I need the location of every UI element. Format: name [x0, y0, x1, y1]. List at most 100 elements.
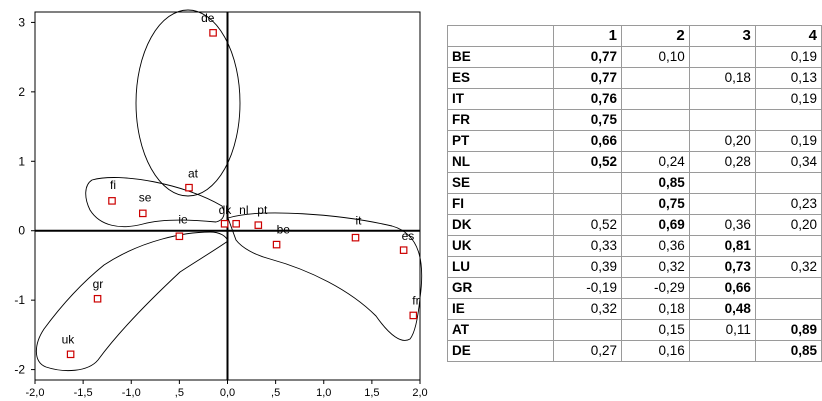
table-cell: 0,13 — [754, 67, 822, 89]
table-row: FR 0,75 — [446, 109, 822, 131]
table-cell: 0,20 — [754, 214, 822, 236]
table-row: IT 0,76 0,19 — [446, 88, 822, 110]
table-cell: 0,75 — [553, 109, 623, 131]
data-point-be — [272, 240, 281, 249]
x-tick-label: 0,0 — [220, 387, 235, 399]
column-header: 1 — [553, 25, 623, 47]
table-cell: 0,23 — [754, 193, 822, 215]
table-row: ES 0,77 0,18 0,13 — [446, 67, 822, 89]
row-label: BE — [446, 46, 555, 68]
data-point-es — [399, 246, 408, 254]
data-label-nl: nl — [239, 203, 248, 217]
x-tick-label: ,5 — [175, 387, 184, 399]
column-header-corner — [446, 25, 555, 47]
data-label-fr: fr — [412, 293, 419, 307]
table-cell: 0,89 — [754, 319, 822, 341]
table-cell: 0,36 — [688, 214, 756, 236]
table-row: SE 0,85 — [446, 172, 822, 194]
table-cell: 0,39 — [553, 256, 623, 278]
x-axis-ticks: -2,0 -1,5 -1,0 ,5 0,0 ,5 1,0 1,5 2,0 — [26, 380, 428, 399]
table-cell — [754, 298, 822, 320]
y-axis-ticks: -2 -1 0 1 2 3 — [14, 15, 35, 377]
row-label: ES — [446, 67, 555, 89]
table-row: AT 0,15 0,11 0,89 — [446, 319, 822, 341]
data-label-at: at — [188, 167, 199, 181]
row-label: GR — [446, 277, 555, 299]
table-cell: 0,20 — [688, 130, 756, 152]
table-cell: 0,66 — [688, 277, 756, 299]
cluster-outline-fi-se-ie — [85, 177, 225, 228]
row-label: SE — [446, 172, 555, 194]
cluster-outline-south — [227, 212, 423, 341]
loadings-table: 1 2 3 4 BE 0,77 0,10 0,19 ES 0,77 0,18 0,13 IT 0,… — [446, 25, 822, 362]
scatter-chart: -2,0 -1,5 -1,0 ,5 0,0 ,5 1,0 1,5 2,0 -2 -1 0 1 2 3 de… — [14, 9, 428, 399]
data-label-de: de — [201, 11, 215, 25]
data-point-at — [185, 183, 193, 192]
data-point-uk — [66, 350, 75, 359]
x-tick-label: -1,5 — [74, 387, 93, 399]
x-tick-label: 1,5 — [364, 387, 379, 399]
data-label-se: se — [139, 190, 152, 204]
table-row: GR -0,19 -0,29 0,66 — [446, 277, 822, 299]
table-row: BE 0,77 0,10 0,19 — [446, 46, 822, 68]
data-point-fr — [409, 311, 418, 320]
data-point-de — [209, 29, 217, 37]
table-cell: 0,52 — [553, 214, 623, 236]
table-cell: 0,85 — [621, 172, 690, 194]
table-cell — [754, 172, 822, 194]
table-cell — [553, 193, 623, 215]
data-label-be: be — [277, 223, 291, 237]
table-cell: 0,18 — [688, 67, 756, 89]
table-cell — [621, 130, 690, 152]
row-label: AT — [446, 319, 555, 341]
y-tick-label: -1 — [14, 293, 25, 307]
data-label-dk: dk — [219, 203, 233, 217]
table-row: UK 0,33 0,36 0,81 — [446, 235, 822, 257]
table-cell — [688, 340, 756, 362]
column-header: 3 — [688, 25, 756, 47]
table-cell: 0,16 — [621, 340, 690, 362]
y-tick-label: 1 — [18, 154, 25, 168]
table-cell: 0,11 — [688, 319, 756, 341]
data-point-pt — [254, 221, 263, 229]
table-cell: 0,24 — [621, 151, 690, 173]
table-cell: 0,32 — [621, 256, 690, 278]
table-cell: 0,52 — [553, 151, 623, 173]
y-tick-label: 3 — [18, 15, 25, 29]
row-label: NL — [446, 151, 555, 173]
table-cell: 0,48 — [688, 298, 756, 320]
row-label: LU — [446, 256, 555, 278]
row-label: IT — [446, 88, 555, 110]
cluster-outline-gr-uk — [35, 231, 229, 372]
table-cell: 0,66 — [553, 130, 623, 152]
column-header: 4 — [754, 25, 822, 47]
table-cell — [754, 109, 822, 131]
data-point-gr — [93, 294, 102, 303]
table-cell: 0,73 — [688, 256, 756, 278]
table-cell: 0,27 — [553, 340, 623, 362]
table-cell: 0,32 — [754, 256, 822, 278]
table-cell: 0,77 — [553, 67, 623, 89]
data-label-es: es — [402, 229, 415, 243]
table-cell: 0,32 — [553, 298, 623, 320]
x-tick-label: -2,0 — [26, 387, 45, 399]
table-cell — [754, 235, 822, 257]
row-label: FI — [446, 193, 555, 215]
data-point-it — [351, 233, 360, 242]
table-row: DE 0,27 0,16 0,85 — [446, 340, 822, 362]
table-header-row: 1 2 3 4 — [446, 25, 822, 47]
table-cell: 0,75 — [621, 193, 690, 215]
data-label-fi: fi — [110, 178, 116, 192]
table-cell — [688, 88, 756, 110]
table-cell — [754, 277, 822, 299]
table-cell — [621, 88, 690, 110]
table-cell: 0,19 — [754, 130, 822, 152]
row-label: FR — [446, 109, 555, 131]
x-tick-label: ,5 — [271, 387, 280, 399]
table-cell: 0,18 — [621, 298, 690, 320]
table-cell — [688, 193, 756, 215]
table-cell: 0,15 — [621, 319, 690, 341]
table-cell: 0,81 — [688, 235, 756, 257]
data-label-gr: gr — [93, 277, 104, 291]
data-label-uk: uk — [62, 332, 76, 346]
